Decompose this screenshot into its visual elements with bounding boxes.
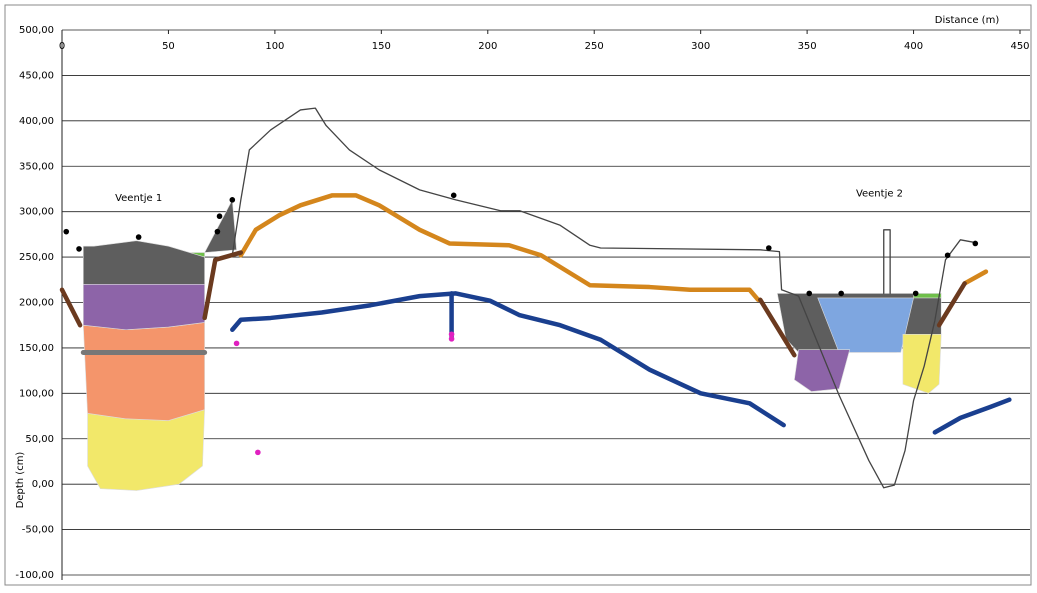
point <box>255 450 261 456</box>
point <box>451 193 457 199</box>
layer <box>83 283 204 330</box>
chart: Distance (m) Depth (cm) -100,00 -50,00 0,0… <box>0 0 1037 589</box>
annotation: Veentje 1 <box>115 193 162 204</box>
point <box>449 331 455 337</box>
y-tick-label: 500,00 <box>19 25 54 36</box>
y-tick-label: 0,00 <box>32 479 54 490</box>
point <box>136 234 142 240</box>
layer <box>794 350 849 392</box>
layer <box>83 241 204 285</box>
layer <box>205 200 237 253</box>
layer <box>88 410 205 491</box>
y-tick-label: 250,00 <box>19 252 54 263</box>
profile-line <box>205 253 241 318</box>
x-tick-label: 200 <box>478 41 497 52</box>
point <box>63 229 69 235</box>
x-axis-label: Distance (m) <box>935 15 1000 26</box>
point <box>806 291 812 297</box>
point <box>766 245 772 251</box>
layer <box>903 334 941 393</box>
y-tick-label: 100,00 <box>19 388 54 399</box>
profile-line <box>965 272 986 284</box>
y-tick-label: 350,00 <box>19 161 54 172</box>
x-tick-label: 450 <box>1010 41 1029 52</box>
layer <box>83 322 204 420</box>
y-tick-label: 50,00 <box>25 434 54 445</box>
x-tick-label: 250 <box>585 41 604 52</box>
profile-line <box>884 230 890 294</box>
point <box>234 341 240 347</box>
x-tick-label: 400 <box>904 41 923 52</box>
point <box>76 246 82 252</box>
y-tick-label: 200,00 <box>19 298 54 309</box>
y-tick-label: 450,00 <box>19 70 54 81</box>
y-tick-label: -50,00 <box>22 525 54 536</box>
profile-line <box>62 290 80 325</box>
x-tick-label: 350 <box>798 41 817 52</box>
profile-line <box>935 400 1010 433</box>
y-tick-label: 150,00 <box>19 343 54 354</box>
point <box>230 197 236 203</box>
point <box>217 213 223 219</box>
x-tick-label: 100 <box>265 41 284 52</box>
profile-line <box>232 293 783 425</box>
x-tick-label: 0 <box>59 41 65 52</box>
x-tick-label: 300 <box>691 41 710 52</box>
x-tick-label: 50 <box>162 41 175 52</box>
y-tick-label: 400,00 <box>19 116 54 127</box>
point <box>972 241 978 247</box>
profile-line <box>939 283 965 325</box>
point <box>945 252 951 258</box>
point <box>838 291 844 297</box>
point <box>215 229 221 235</box>
annotation: Veentje 2 <box>856 189 903 200</box>
y-tick-label: 300,00 <box>19 207 54 218</box>
point <box>913 291 919 297</box>
y-tick-label: -100,00 <box>15 570 54 581</box>
x-tick-label: 150 <box>372 41 391 52</box>
y-axis-label: Depth (cm) <box>15 452 26 509</box>
